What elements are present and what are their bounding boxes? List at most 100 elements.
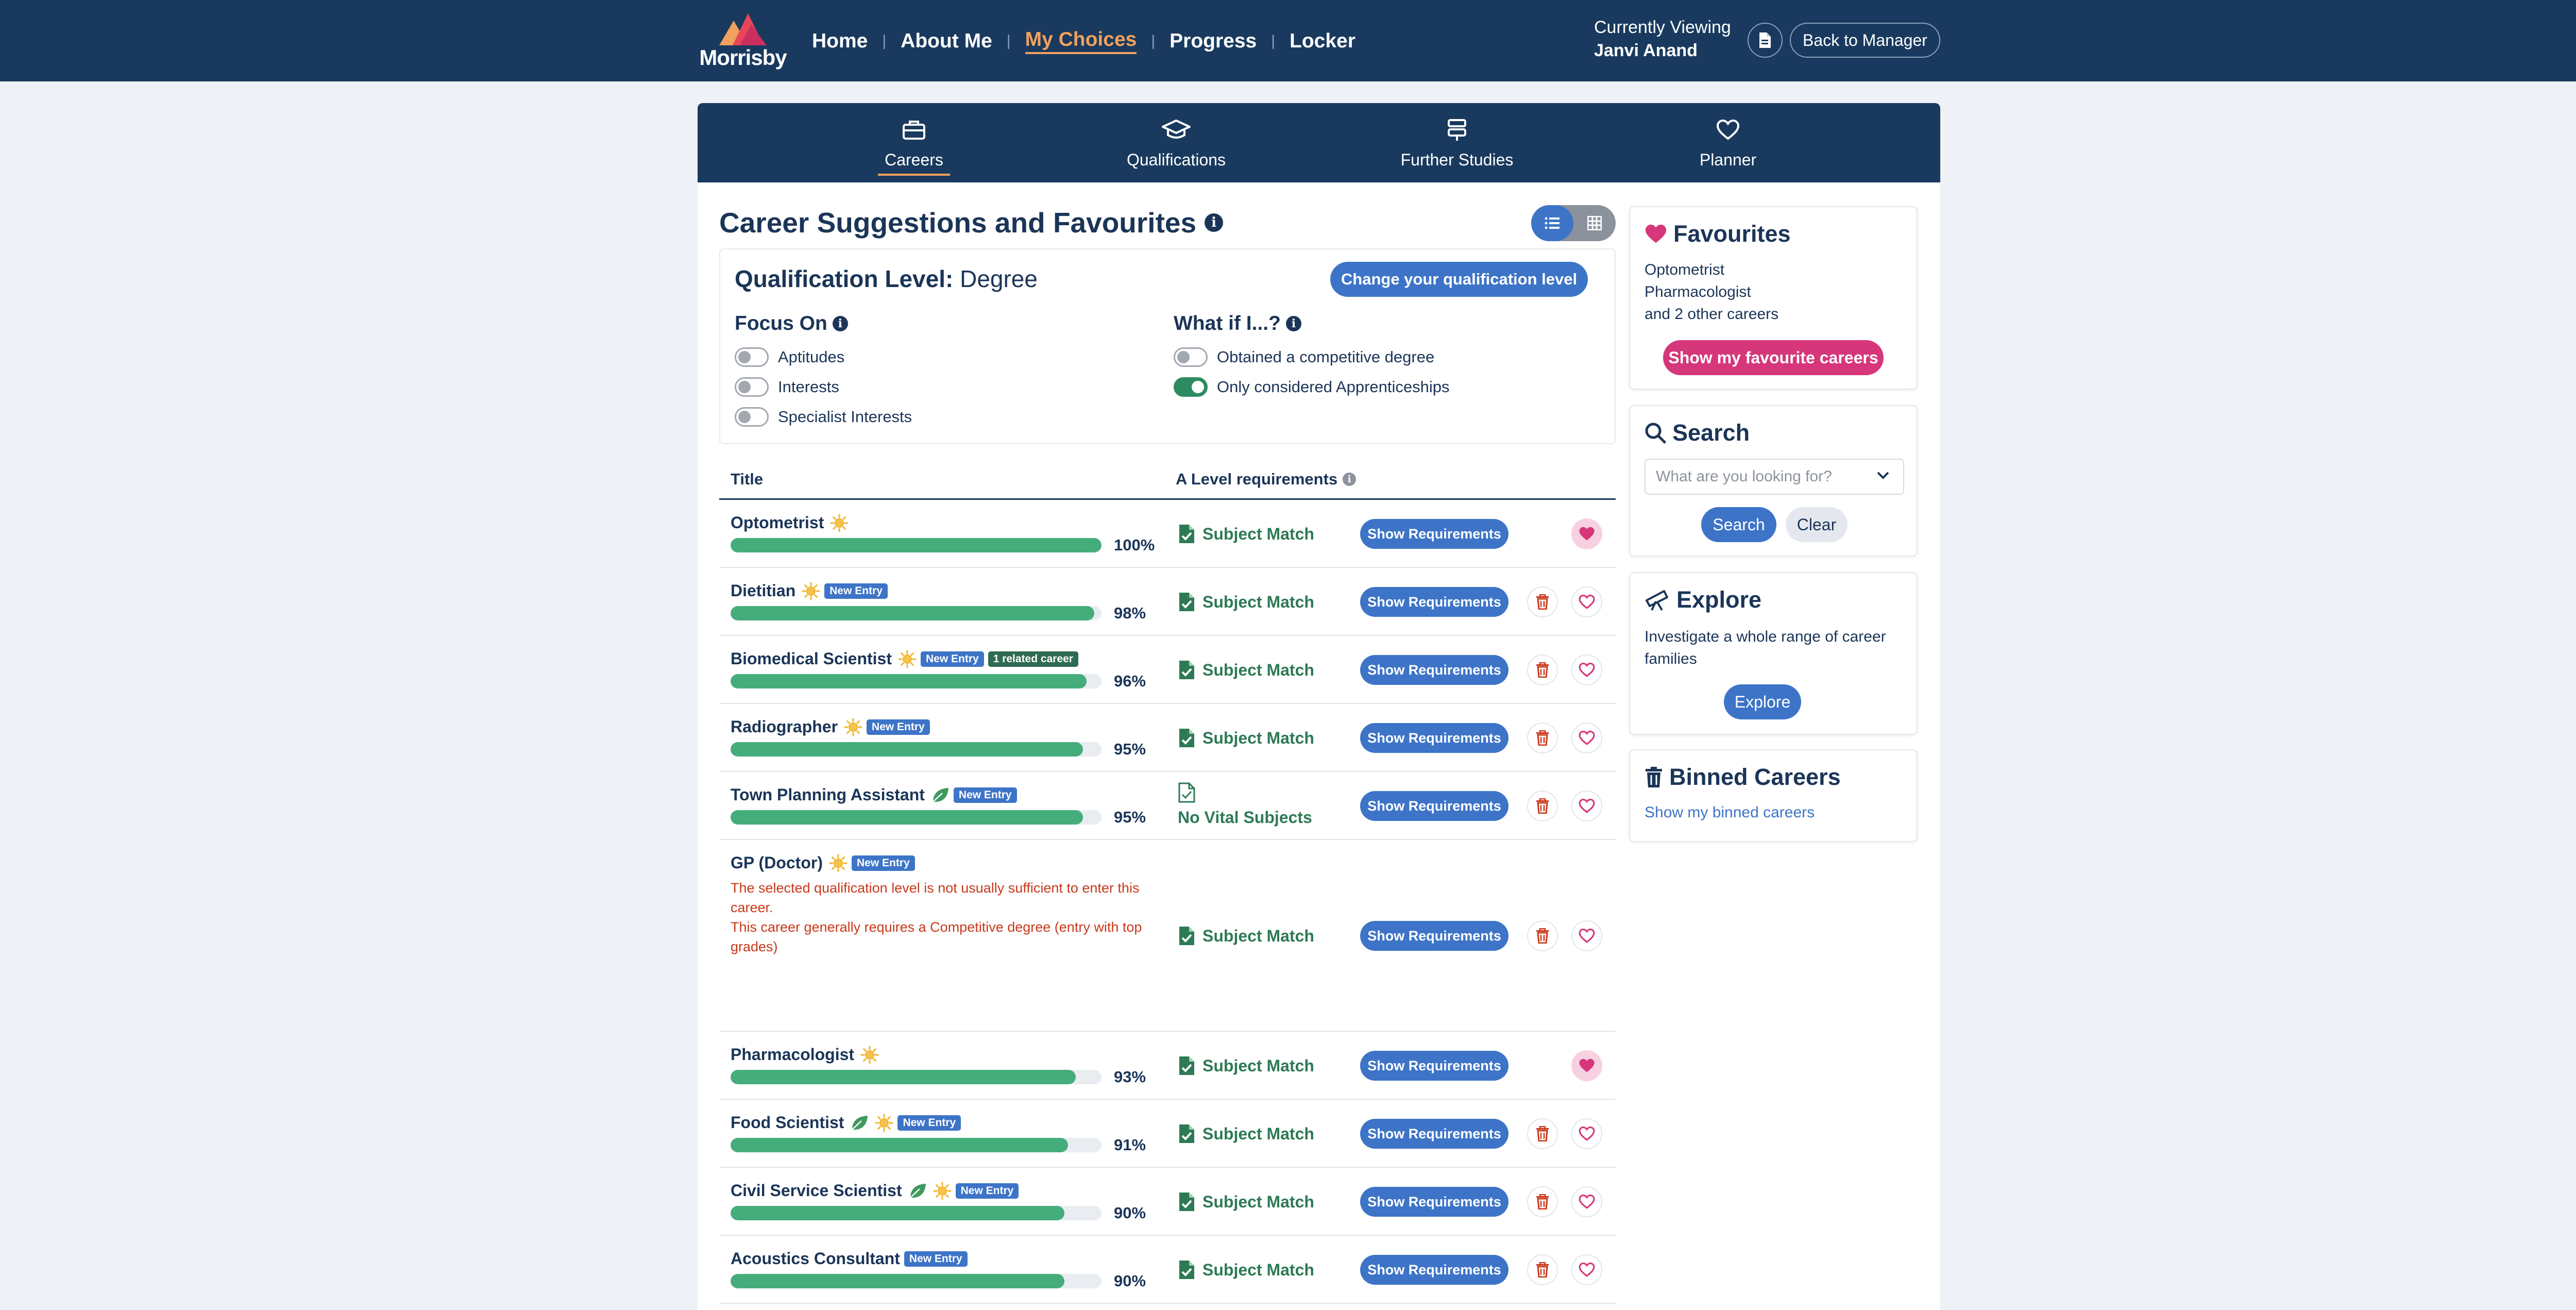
show-requirements-button[interactable]: Show Requirements	[1360, 587, 1509, 617]
grid-view-button[interactable]	[1573, 205, 1616, 241]
document-button[interactable]	[1748, 23, 1783, 58]
favourite-button[interactable]	[1571, 654, 1602, 685]
list-view-button[interactable]	[1531, 205, 1573, 241]
show-favourites-button[interactable]: Show my favourite careers	[1663, 340, 1884, 375]
bin-career-button[interactable]	[1527, 920, 1558, 951]
show-requirements-button[interactable]: Show Requirements	[1360, 791, 1509, 821]
career-title[interactable]: Food Scientist New Entry	[731, 1113, 961, 1132]
subject-match-icon	[1178, 1123, 1196, 1144]
page-title-text: Career Suggestions and Favourites	[719, 207, 1197, 239]
bin-career-button[interactable]	[1527, 1254, 1558, 1285]
explore-button[interactable]: Explore	[1724, 684, 1801, 719]
toggle-switch[interactable]	[735, 347, 769, 367]
info-icon[interactable]: i	[832, 316, 848, 331]
career-title[interactable]: Acoustics Consultant New Entry	[731, 1249, 968, 1268]
tab-qualifications[interactable]: Qualifications	[1117, 115, 1235, 174]
whatif-toggle-competitive-degree[interactable]: Obtained a competitive degree	[1174, 342, 1449, 372]
career-title-text: Optometrist	[731, 513, 824, 532]
show-requirements-button[interactable]: Show Requirements	[1360, 723, 1509, 753]
career-title[interactable]: Biomedical Scientist New Entry 1 related c…	[731, 649, 1078, 668]
table-row[interactable]: Town Planning Assistant New Entry 95% No Vi…	[719, 772, 1616, 840]
table-row[interactable]: Optometrist 100% Subject Match Show Require…	[719, 500, 1616, 568]
change-qualification-button[interactable]: Change your qualification level	[1330, 262, 1588, 297]
table-row[interactable]: GP (Doctor) New Entry The selected qualifi…	[719, 840, 1616, 1032]
toggle-switch[interactable]	[735, 407, 769, 427]
career-title[interactable]: Town Planning Assistant New Entry	[731, 785, 1017, 804]
favourite-button[interactable]	[1571, 723, 1602, 753]
show-requirements-button[interactable]: Show Requirements	[1360, 1051, 1509, 1081]
career-title[interactable]: Radiographer New Entry	[731, 717, 930, 736]
explore-description: Investigate a whole range of career fami…	[1645, 628, 1886, 667]
career-title[interactable]: Pharmacologist	[731, 1045, 879, 1064]
info-icon[interactable]: i	[1343, 473, 1357, 486]
table-row[interactable]: Food Scientist New Entry 91% Subject Match S…	[719, 1100, 1616, 1168]
sun-icon	[830, 514, 849, 532]
table-row[interactable]: Pharmacologist 93% Subject Match Show Requi…	[719, 1032, 1616, 1100]
favourite-button[interactable]	[1571, 1050, 1602, 1081]
career-title[interactable]: Optometrist	[731, 513, 849, 532]
focus-on-title-text: Focus On	[735, 312, 827, 334]
show-requirements-button[interactable]: Show Requirements	[1360, 519, 1509, 549]
search-input[interactable]: What are you looking for?	[1645, 459, 1904, 495]
bin-career-button[interactable]	[1527, 791, 1558, 821]
show-requirements-button[interactable]: Show Requirements	[1360, 655, 1509, 685]
career-title[interactable]: GP (Doctor) New Entry	[731, 853, 915, 872]
favourite-button[interactable]	[1571, 518, 1602, 549]
toggle-switch[interactable]	[1174, 377, 1208, 397]
bin-career-button[interactable]	[1527, 1186, 1558, 1217]
career-title[interactable]: Dietitian New Entry	[731, 581, 888, 600]
focus-toggle-aptitudes[interactable]: Aptitudes	[735, 342, 912, 372]
show-requirements-button[interactable]: Show Requirements	[1360, 1119, 1509, 1149]
requirement-status-text: Subject Match	[1202, 1056, 1314, 1075]
tab-further-studies[interactable]: Further Studies	[1390, 115, 1524, 174]
tab-planner[interactable]: Planner	[1692, 115, 1764, 174]
binned-title: Binned Careers	[1669, 764, 1841, 790]
info-icon[interactable]: i	[1285, 316, 1301, 331]
morrisby-logo[interactable]: Morrisby	[697, 13, 789, 70]
focus-toggle-specialist-interests[interactable]: Specialist Interests	[735, 402, 912, 432]
sun-icon	[844, 718, 862, 736]
table-row[interactable]: Acoustics Consultant New Entry 90% Subject …	[719, 1236, 1616, 1304]
show-requirements-button[interactable]: Show Requirements	[1360, 1187, 1509, 1217]
favourite-button[interactable]	[1571, 586, 1602, 617]
favourite-button[interactable]	[1571, 1254, 1602, 1285]
nav-progress[interactable]: Progress	[1170, 30, 1257, 52]
bin-career-button[interactable]	[1527, 654, 1558, 685]
favourite-button[interactable]	[1571, 791, 1602, 821]
info-icon[interactable]: i	[1205, 213, 1224, 232]
whatif-toggle-apprenticeships[interactable]: Only considered Apprenticeships	[1174, 372, 1449, 402]
table-row[interactable]: Dietitian New Entry 98% Subject Match Show R…	[719, 568, 1616, 636]
nav-locker[interactable]: Locker	[1290, 30, 1355, 52]
tab-careers[interactable]: Careers	[878, 115, 950, 176]
show-requirements-button[interactable]: Show Requirements	[1360, 1255, 1509, 1285]
nav-home[interactable]: Home	[812, 30, 868, 52]
favourite-button[interactable]	[1571, 1118, 1602, 1149]
career-title[interactable]: Civil Service Scientist New Entry	[731, 1181, 1019, 1200]
clear-button[interactable]: Clear	[1786, 507, 1848, 542]
bin-career-button[interactable]	[1527, 1118, 1558, 1149]
bin-icon	[1536, 1126, 1549, 1141]
show-requirements-button[interactable]: Show Requirements	[1360, 921, 1509, 951]
search-button[interactable]: Search	[1701, 507, 1776, 542]
bin-career-button[interactable]	[1527, 723, 1558, 753]
column-title: Title	[731, 470, 764, 488]
match-progress-fill	[731, 674, 1087, 688]
table-row[interactable]: Civil Service Scientist New Entry 90% Subje…	[719, 1168, 1616, 1236]
match-progress-bar	[731, 674, 1101, 688]
no-vital-subjects-icon	[1178, 782, 1195, 803]
back-to-manager-button[interactable]: Back to Manager	[1790, 23, 1940, 58]
toggle-switch[interactable]	[1174, 347, 1208, 367]
bin-career-button[interactable]	[1527, 586, 1558, 617]
nav-about-me[interactable]: About Me	[901, 30, 992, 52]
toggle-switch[interactable]	[735, 377, 769, 397]
nav-my-choices[interactable]: My Choices	[1025, 28, 1137, 54]
subject-match-icon	[1178, 524, 1196, 544]
careers-table-header: Title A Level requirements i	[719, 464, 1616, 500]
table-row[interactable]: Biomedical Scientist New Entry 1 related c…	[719, 636, 1616, 704]
favourite-button[interactable]	[1571, 920, 1602, 951]
show-binned-careers-link[interactable]: Show my binned careers	[1645, 804, 1815, 821]
table-row[interactable]: Radiographer New Entry 95% Subject Match Sho…	[719, 704, 1616, 772]
favourite-button[interactable]	[1571, 1186, 1602, 1217]
focus-toggle-interests[interactable]: Interests	[735, 372, 912, 402]
